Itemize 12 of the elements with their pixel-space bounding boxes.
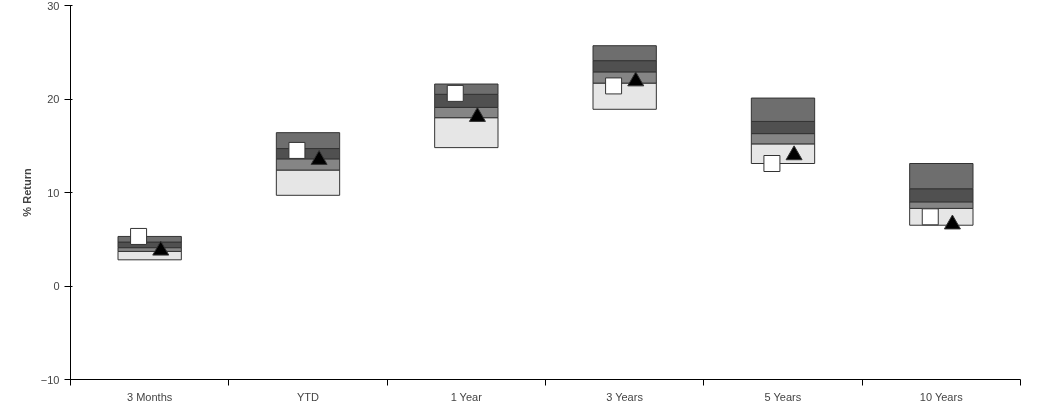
y-tick-label: 10 <box>47 186 60 199</box>
y-tick-label: 0 <box>53 280 60 292</box>
x-tick-label: 10 Years <box>919 390 964 403</box>
x-tick-label: 3 Months <box>127 390 173 403</box>
x-tick-label: 3 Years <box>606 390 644 403</box>
y-axis-title: % Return <box>20 168 33 217</box>
x-tick-label: YTD <box>297 390 320 403</box>
y-tick-label: 30 <box>47 0 60 12</box>
y-tick-label: 20 <box>47 93 60 105</box>
y-tick-label: −10 <box>40 373 60 386</box>
x-tick-label: 1 Year <box>450 390 483 403</box>
x-tick-label: 5 Years <box>764 390 802 403</box>
